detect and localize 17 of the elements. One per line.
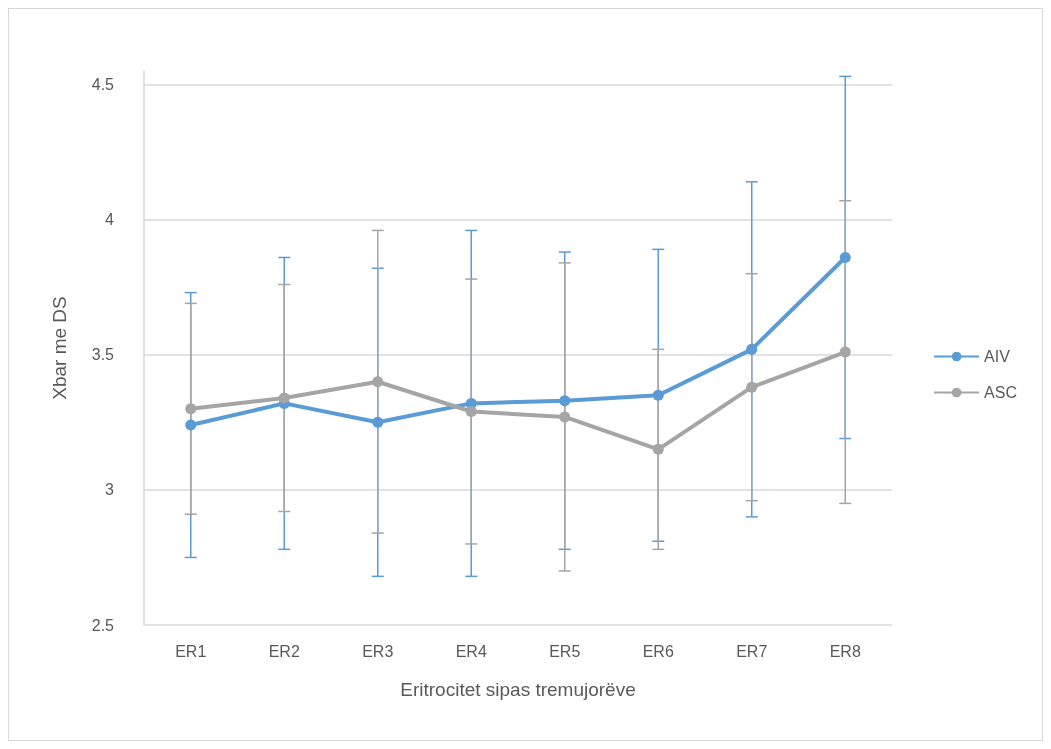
y-tick-label: 3.5 [91,346,115,364]
x-tick-label: ER2 [268,642,300,660]
x-tick-label: ER8 [829,642,861,660]
y-tick-label: 4.5 [91,76,115,94]
x-tick-label: ER7 [736,642,768,660]
x-tick-label: ER3 [362,642,394,660]
y-tick-label: 2.5 [91,616,115,634]
y-tick-label: 4 [105,211,115,229]
legend-label: AIV [984,348,1011,365]
x-tick-label: ER4 [455,642,487,660]
x-tick-label: ER6 [642,642,674,660]
x-tick-label: ER1 [175,642,207,660]
legend-label: ASC [984,384,1018,401]
y-tick-label: 3 [105,481,115,499]
y-axis-title: Xbar me DS [49,296,70,400]
x-axis-title: Eritrocitet sipas tremujorëve [400,679,636,700]
x-tick-label: ER5 [549,642,581,660]
